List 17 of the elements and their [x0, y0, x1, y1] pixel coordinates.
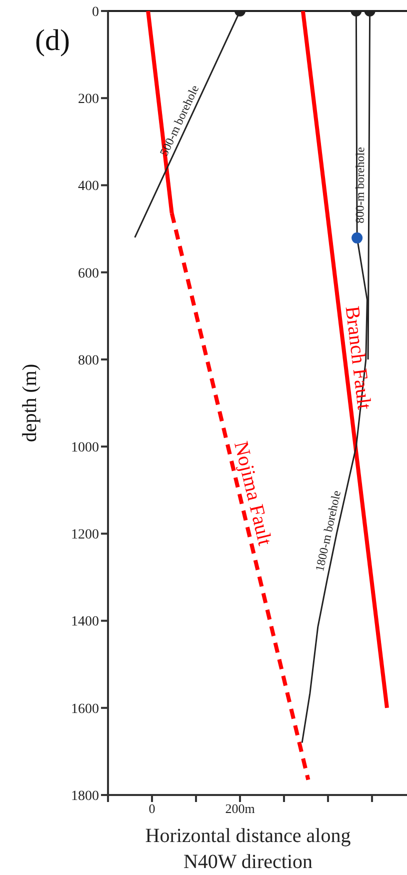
- y-tick-label: 0: [92, 4, 99, 20]
- text: (d): [35, 24, 70, 57]
- text: Branch Fault: [340, 305, 376, 412]
- y-tick-label: 800: [78, 353, 99, 368]
- text: 1800-m borehole: [312, 489, 344, 573]
- x-axis-title: Horizontal distance along N40W direction: [144, 824, 352, 875]
- y-tick-label: 200: [78, 92, 99, 108]
- y-tick-label: 1600: [71, 702, 99, 717]
- y-axis-title: depth (m): [19, 364, 41, 442]
- y-tick-label: 1800: [71, 788, 99, 804]
- x-tick-label: 200m: [225, 801, 255, 816]
- y-tick-label: 1400: [71, 614, 99, 630]
- y-tick-label: 1200: [71, 528, 99, 543]
- y-tick-label: 400: [78, 179, 99, 194]
- y-tick-label: 600: [78, 266, 99, 282]
- text: Nojima Fault: [230, 439, 276, 548]
- y-tick-label: 1000: [71, 440, 99, 456]
